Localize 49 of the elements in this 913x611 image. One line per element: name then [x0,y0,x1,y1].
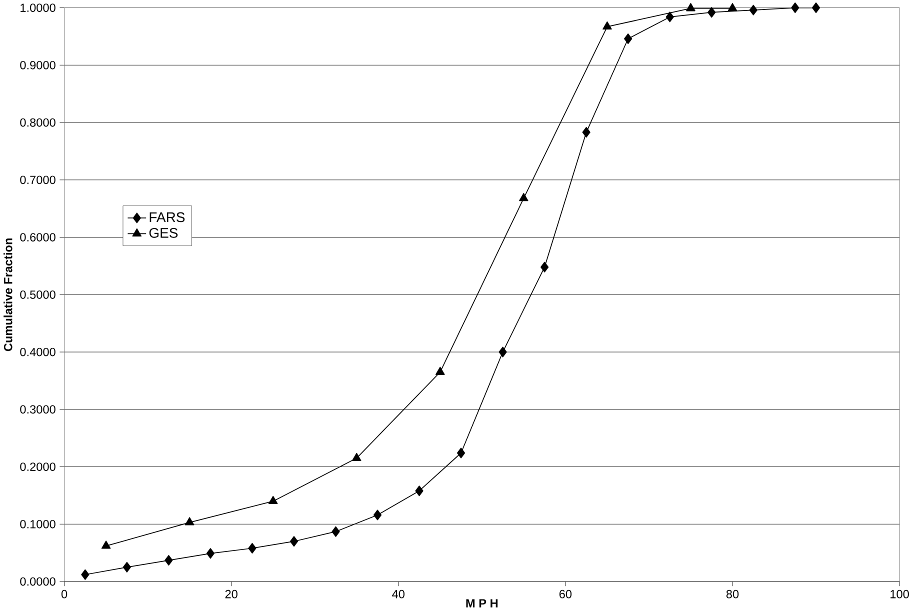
x-tick-label: 40 [392,590,404,598]
y-tick-label: 0.7000 [20,176,56,184]
point [164,555,173,566]
y-axis-title: Cumulative Fraction [4,238,12,352]
point [248,542,256,554]
point [812,2,820,14]
y-tick-label: 0.9000 [20,60,56,70]
y-tick-label: 0.0000 [20,577,56,586]
y-tick-label: 1.0000 [20,4,56,12]
point [290,536,298,547]
point [708,7,716,18]
legend-label: FARS [150,212,185,222]
point [184,517,194,526]
x-axis-title: M P H [466,599,498,608]
y-tick-label: 0.2000 [20,462,56,471]
point [749,4,758,16]
y-tick-label: 0.1000 [20,520,56,528]
point [373,510,382,520]
legend-label: GES [149,228,178,238]
point [456,448,466,458]
point [791,2,800,14]
point [206,548,215,559]
y-tick-label: 0.6000 [20,233,56,242]
y-tick-label: 0.4000 [20,348,56,356]
point [686,3,696,12]
point [540,262,549,272]
point [101,540,111,549]
point [666,12,674,22]
y-tick-label: 0.8000 [20,118,56,127]
point [436,366,445,375]
y-tick-label: 0.5000 [20,290,56,299]
point [582,127,590,138]
point [602,21,612,30]
x-tick-label: 100 [890,590,909,598]
x-tick-label: 80 [726,590,739,598]
point [332,526,340,537]
x-tick-label: 20 [225,590,238,598]
point [268,496,278,504]
point [624,33,632,44]
point [81,569,90,580]
x-tick-label: 0 [61,590,68,598]
point [122,562,132,572]
point [498,346,507,358]
y-tick-label: 0.3000 [20,405,56,414]
point [519,192,528,202]
point [352,452,362,462]
point [415,486,424,496]
x-tick-label: 60 [559,590,572,598]
point [728,3,738,12]
